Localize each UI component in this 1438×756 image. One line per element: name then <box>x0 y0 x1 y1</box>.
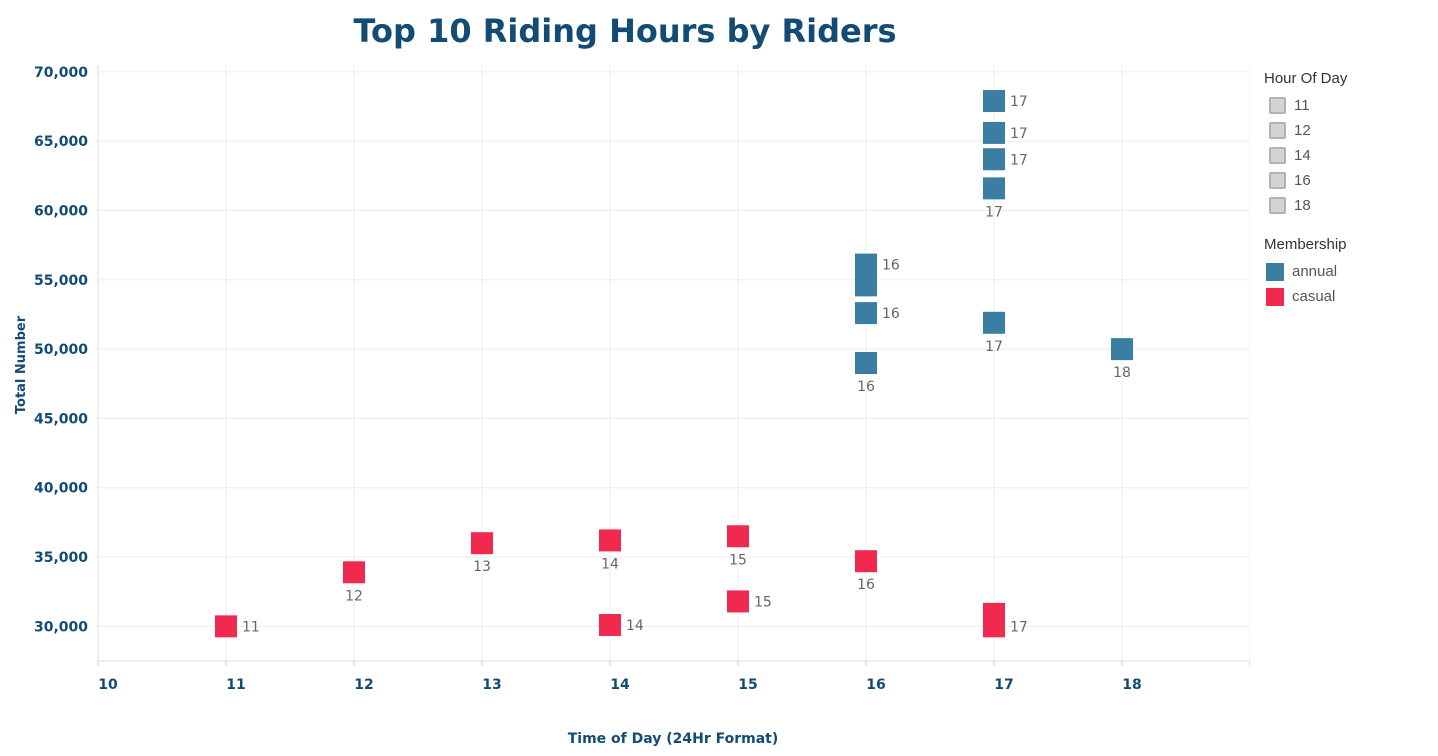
scatter-point-annual <box>855 274 877 297</box>
scatter-point-casual <box>599 529 621 552</box>
legend-hour-label: 16 <box>1294 172 1311 189</box>
legend-hour-label: 14 <box>1294 147 1311 164</box>
data-label: 18 <box>1113 365 1131 381</box>
data-label: 15 <box>729 552 747 568</box>
scatter-point-casual <box>599 613 621 636</box>
y-tick-label: 45,000 <box>34 411 88 427</box>
legend-hour-label: 18 <box>1294 197 1311 214</box>
x-axis-label: Time of Day (24Hr Format) <box>568 731 779 747</box>
legend-hour-item[interactable]: 16 <box>1264 168 1434 193</box>
legend-hour-item[interactable]: 12 <box>1264 118 1434 143</box>
scatter-point-casual <box>471 532 493 555</box>
legend-hour-item[interactable]: 14 <box>1264 143 1434 168</box>
grid-lines <box>98 65 1250 661</box>
y-tick-label: 50,000 <box>34 342 88 358</box>
data-label: 17 <box>1010 152 1028 168</box>
scatter-point-annual <box>1111 338 1133 361</box>
y-tick-label: 55,000 <box>34 273 88 289</box>
legend-hour-swatch <box>1269 172 1286 189</box>
legend: Hour Of Day 11 12 14 16 18 Membership an… <box>1264 70 1434 309</box>
data-label: 17 <box>1010 619 1028 635</box>
axes: 1011121314151617181930,00035,00040,00045… <box>34 65 1250 693</box>
data-labels: 17 17 17 17 16 16 17 16 18 11 12 13 14 14 15 15 16 17 <box>242 94 1131 635</box>
data-label: 16 <box>857 577 875 593</box>
legend-membership-item[interactable]: casual <box>1264 284 1434 309</box>
legend-hour-title: Hour Of Day <box>1264 70 1348 87</box>
x-tick-label: 11 <box>226 677 245 693</box>
scatter-point-annual <box>855 302 877 325</box>
legend-hour-item[interactable]: 18 <box>1264 193 1434 218</box>
y-tick-label: 65,000 <box>34 134 88 150</box>
y-tick-label: 35,000 <box>34 550 88 566</box>
legend-membership-swatch <box>1266 262 1284 281</box>
data-label: 11 <box>242 619 260 635</box>
x-tick-label: 10 <box>98 677 118 693</box>
legend-hour-list: 11 12 14 16 18 <box>1264 93 1434 218</box>
y-tick-label: 40,000 <box>34 481 88 497</box>
scatter-point-annual <box>983 121 1005 144</box>
x-tick-label: 13 <box>482 677 501 693</box>
x-tick-label: 17 <box>994 677 1013 693</box>
data-label: 17 <box>1010 94 1028 110</box>
legend-hour-swatch <box>1269 147 1286 164</box>
legend-hour-swatch <box>1269 97 1286 114</box>
scatter-chart: 1011121314151617181930,00035,00040,00045… <box>14 65 1250 747</box>
scatter-point-annual <box>983 90 1005 113</box>
data-label: 14 <box>626 618 644 634</box>
data-marks <box>215 90 1133 638</box>
scatter-point-casual <box>215 615 237 638</box>
x-tick-label: 12 <box>354 677 373 693</box>
scatter-point-annual <box>983 311 1005 334</box>
y-tick-label: 60,000 <box>34 204 88 220</box>
legend-membership-swatch <box>1266 287 1284 306</box>
data-label: 17 <box>985 339 1003 355</box>
chart-title: Top 10 Riding Hours by Riders <box>353 12 897 50</box>
x-tick-label: 14 <box>610 677 630 693</box>
data-label: 15 <box>754 594 772 610</box>
scatter-point-annual <box>983 177 1005 200</box>
scatter-point-casual <box>727 525 749 548</box>
data-label: 12 <box>345 588 363 604</box>
scatter-point-casual <box>727 590 749 613</box>
legend-hour-label: 11 <box>1294 97 1310 114</box>
scatter-point-annual <box>855 352 877 374</box>
legend-membership-item[interactable]: annual <box>1264 259 1434 284</box>
x-tick-label: 18 <box>1122 677 1141 693</box>
legend-hour-label: 12 <box>1294 122 1311 139</box>
legend-membership-title: Membership <box>1264 236 1347 253</box>
scatter-point-annual <box>983 148 1005 171</box>
scatter-point-annual <box>855 253 877 276</box>
data-label: 16 <box>882 258 900 274</box>
data-label: 16 <box>857 379 875 395</box>
legend-membership-label: annual <box>1292 263 1338 280</box>
data-label: 17 <box>985 204 1003 220</box>
legend-hour-item[interactable]: 11 <box>1264 93 1434 118</box>
x-tick-label: 16 <box>866 677 885 693</box>
data-label: 17 <box>1010 126 1028 142</box>
scatter-point-casual <box>855 550 877 573</box>
legend-hour-swatch <box>1269 197 1286 214</box>
data-label: 14 <box>601 556 619 572</box>
legend-hour-swatch <box>1269 122 1286 139</box>
y-axis-label: Total Number <box>14 315 29 414</box>
scatter-point-casual <box>343 561 365 584</box>
y-tick-label: 30,000 <box>34 619 88 635</box>
data-label: 13 <box>473 559 491 575</box>
x-tick-label: 15 <box>738 677 757 693</box>
data-label: 16 <box>882 306 900 322</box>
scatter-point-casual <box>983 615 1005 638</box>
y-tick-label: 70,000 <box>34 65 88 81</box>
legend-membership-label: casual <box>1292 288 1336 305</box>
